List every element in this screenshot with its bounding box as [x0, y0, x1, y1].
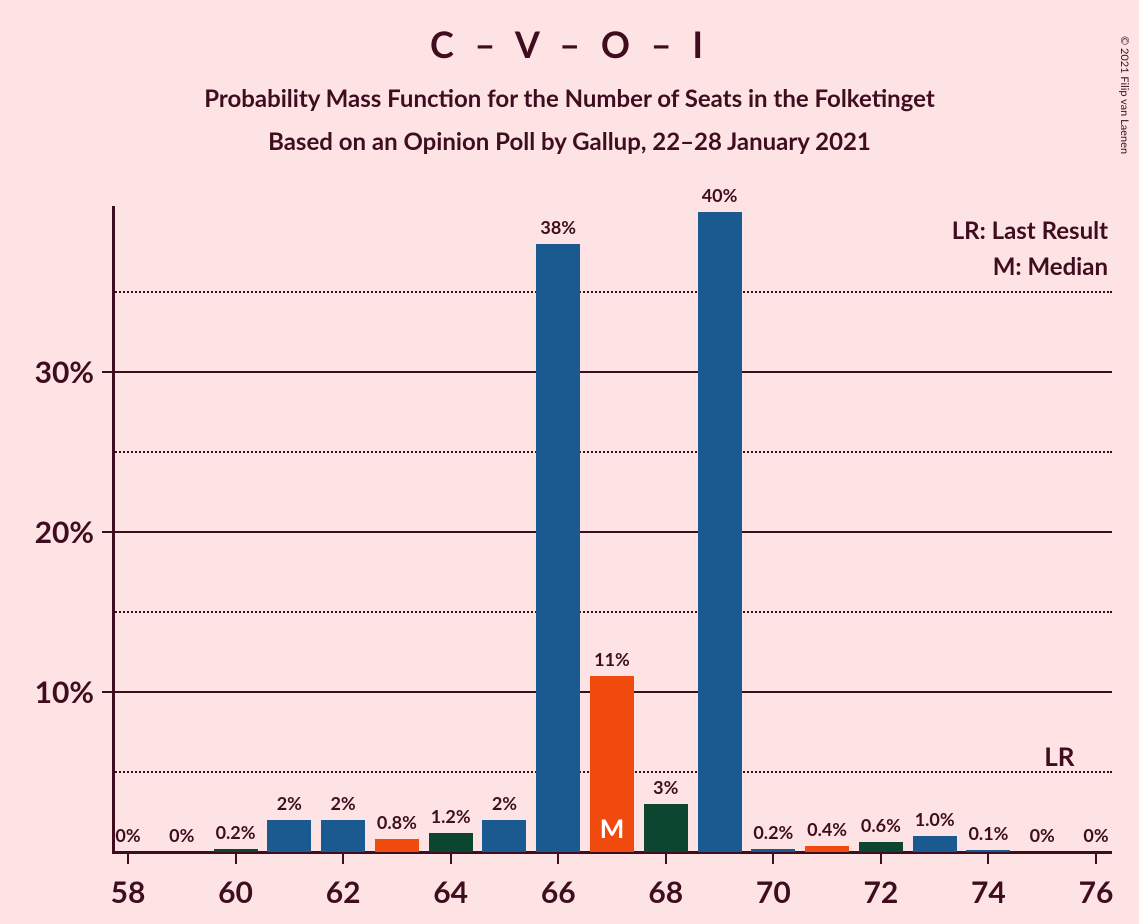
x-tick-label: 58: [111, 874, 146, 910]
x-tick-label: 76: [1079, 874, 1114, 910]
bar: 0.2%: [214, 849, 258, 852]
x-tick: [772, 854, 774, 864]
bar: 2%: [267, 820, 311, 852]
x-tick-label: 62: [326, 874, 361, 910]
bar: 2%: [321, 820, 365, 852]
chart-title-main: C – V – O – I: [0, 22, 1139, 66]
gridline-minor: [112, 291, 1112, 293]
x-tick: [557, 854, 559, 864]
bar-value-label: 0%: [1083, 824, 1108, 846]
bar-value-label: 2%: [492, 792, 517, 814]
x-tick: [987, 854, 989, 864]
bar-value-label: 0%: [169, 824, 194, 846]
bar-value-label: 38%: [540, 216, 576, 238]
x-tick-label: 68: [648, 874, 683, 910]
x-tick: [665, 854, 667, 864]
chart-title-sub1: Probability Mass Function for the Number…: [0, 84, 1139, 113]
x-tick-label: 64: [433, 874, 468, 910]
bar-value-label: 0%: [1030, 824, 1055, 846]
bar-value-label: 3%: [653, 776, 678, 798]
y-tick-label: 30%: [35, 354, 94, 390]
x-tick-label: 66: [541, 874, 576, 910]
bar: 2%: [482, 820, 526, 852]
bar: 0.1%: [966, 850, 1010, 852]
x-tick: [342, 854, 344, 864]
bar: 3%: [644, 804, 688, 852]
bar-value-label: 0.2%: [753, 821, 793, 843]
x-tick: [235, 854, 237, 864]
bar: 1.2%: [429, 833, 473, 852]
bar: 40%: [698, 212, 742, 852]
x-tick-label: 74: [971, 874, 1006, 910]
gridline-minor: [112, 611, 1112, 613]
bar-value-label: 40%: [702, 184, 738, 206]
bar-value-label: 2%: [277, 792, 302, 814]
median-marker: M: [600, 812, 625, 844]
x-tick: [450, 854, 452, 864]
y-tick: [102, 371, 112, 373]
x-tick-label: 70: [756, 874, 791, 910]
x-tick: [127, 854, 129, 864]
x-tick: [1095, 854, 1097, 864]
bar-value-label: 0.6%: [861, 814, 901, 836]
gridline: [112, 531, 1112, 533]
gridline-minor: [112, 451, 1112, 453]
bar: 0.4%: [805, 846, 849, 852]
bar-value-label: 0.8%: [377, 811, 417, 833]
bar: 38%: [536, 244, 580, 852]
x-tick-label: 72: [863, 874, 898, 910]
x-tick-label: 60: [218, 874, 253, 910]
gridline: [112, 371, 1112, 373]
bar-value-label: 0.1%: [968, 822, 1008, 844]
y-tick-label: 10%: [35, 674, 94, 710]
legend-lr: LR: Last Result: [952, 216, 1108, 245]
copyright-label: © 2021 Filip van Laenen: [1118, 36, 1131, 154]
y-tick: [102, 691, 112, 693]
pmf-bar-chart: 10%20%30%586062646668707274760%0%0.2%2%2…: [112, 212, 1112, 852]
bar: 0.8%: [375, 839, 419, 852]
bar-value-label: 0%: [115, 824, 140, 846]
bar: 0.2%: [751, 849, 795, 852]
legend-median: M: Median: [993, 252, 1108, 281]
y-tick: [102, 531, 112, 533]
y-axis: [112, 206, 115, 852]
bar-value-label: 1.0%: [915, 808, 955, 830]
chart-title-sub2: Based on an Opinion Poll by Gallup, 22–2…: [0, 127, 1139, 156]
bar: 0.6%: [859, 842, 903, 852]
lr-marker: LR: [1044, 740, 1074, 772]
bar: 11%M: [590, 676, 634, 852]
bar-value-label: 11%: [594, 648, 630, 670]
y-tick-label: 20%: [35, 514, 94, 550]
bar-value-label: 0.2%: [216, 821, 256, 843]
bar-value-label: 1.2%: [431, 805, 471, 827]
x-tick: [880, 854, 882, 864]
bar-value-label: 2%: [330, 792, 355, 814]
bar: 1.0%: [913, 836, 957, 852]
bar-value-label: 0.4%: [807, 818, 847, 840]
